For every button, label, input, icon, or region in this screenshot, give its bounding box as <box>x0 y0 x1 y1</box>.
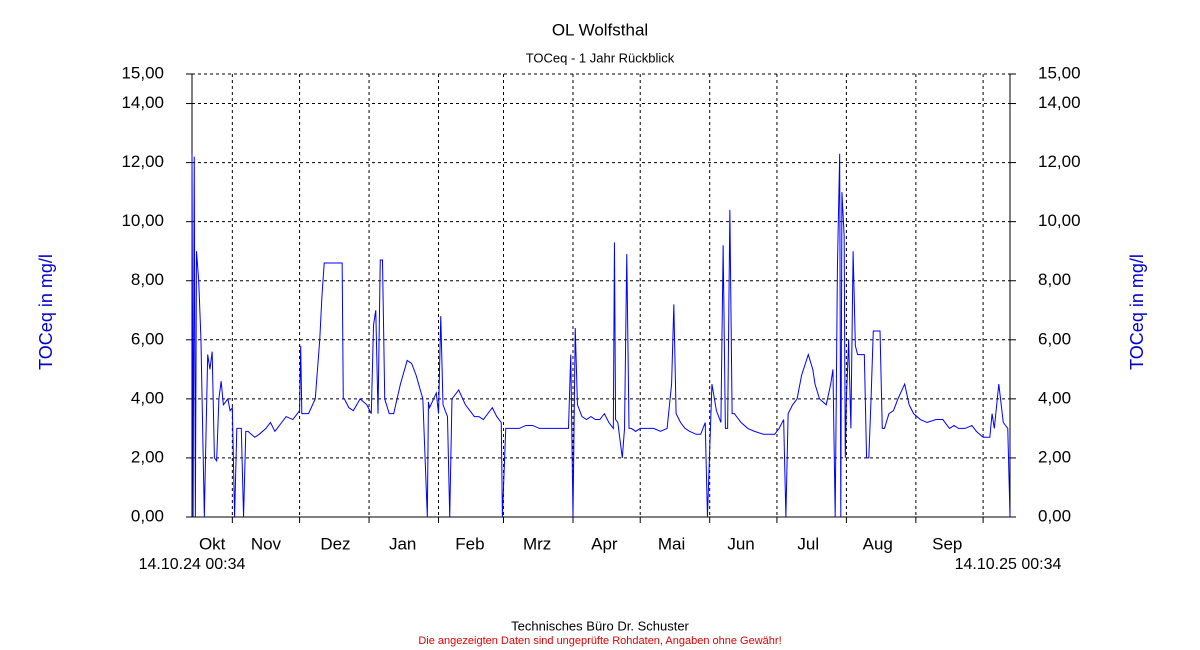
y-axis-label: TOCeq in mg/l <box>36 254 56 370</box>
y-tick-label: 0,00 <box>131 506 164 525</box>
y2-tick-label: 12,00 <box>1038 152 1081 171</box>
data-line <box>191 153 1011 518</box>
chart-subtitle: TOCeq - 1 Jahr Rückblick <box>526 50 675 65</box>
x-start-label: 14.10.24 00:34 <box>139 556 246 573</box>
x-tick-label: Dez <box>320 534 350 553</box>
x-tick-label: Jul <box>797 534 819 553</box>
y2-tick-label: 6,00 <box>1038 329 1071 348</box>
y2-tick-label: 8,00 <box>1038 270 1071 289</box>
y2-tick-label: 10,00 <box>1038 211 1081 230</box>
disclaimer: Die angezeigten Daten sind ungeprüfte Ro… <box>418 635 781 647</box>
x-tick-label: Mrz <box>523 534 551 553</box>
x-tick-label: Sep <box>932 534 962 553</box>
x-end-label: 14.10.25 00:34 <box>955 556 1062 573</box>
x-tick-label: Apr <box>591 534 618 553</box>
x-tick-label: Jan <box>389 534 416 553</box>
y-tick-label: 4,00 <box>131 388 164 407</box>
y-tick-label: 2,00 <box>131 447 164 466</box>
x-tick-label: Feb <box>455 534 484 553</box>
y-tick-label: 14,00 <box>121 93 164 112</box>
y-tick-label: 12,00 <box>121 152 164 171</box>
y2-tick-label: 15,00 <box>1038 63 1081 82</box>
x-tick-label: Okt <box>199 534 226 553</box>
footer: Technisches Büro Dr. Schuster <box>511 618 689 633</box>
x-tick-label: Mai <box>658 534 685 553</box>
chart-title: OL Wolfsthal <box>552 20 648 39</box>
y-tick-label: 10,00 <box>121 211 164 230</box>
x-tick-label: Jun <box>727 534 754 553</box>
x-tick-label: Aug <box>863 534 893 553</box>
y2-tick-label: 14,00 <box>1038 93 1081 112</box>
y2-tick-label: 4,00 <box>1038 388 1071 407</box>
y2-axis-label: TOCeq in mg/l <box>1127 254 1147 370</box>
y-tick-label: 15,00 <box>121 63 164 82</box>
y-tick-label: 8,00 <box>131 270 164 289</box>
y-tick-label: 6,00 <box>131 329 164 348</box>
x-tick-label: Nov <box>251 534 282 553</box>
y2-tick-label: 2,00 <box>1038 447 1071 466</box>
y2-tick-label: 0,00 <box>1038 506 1071 525</box>
